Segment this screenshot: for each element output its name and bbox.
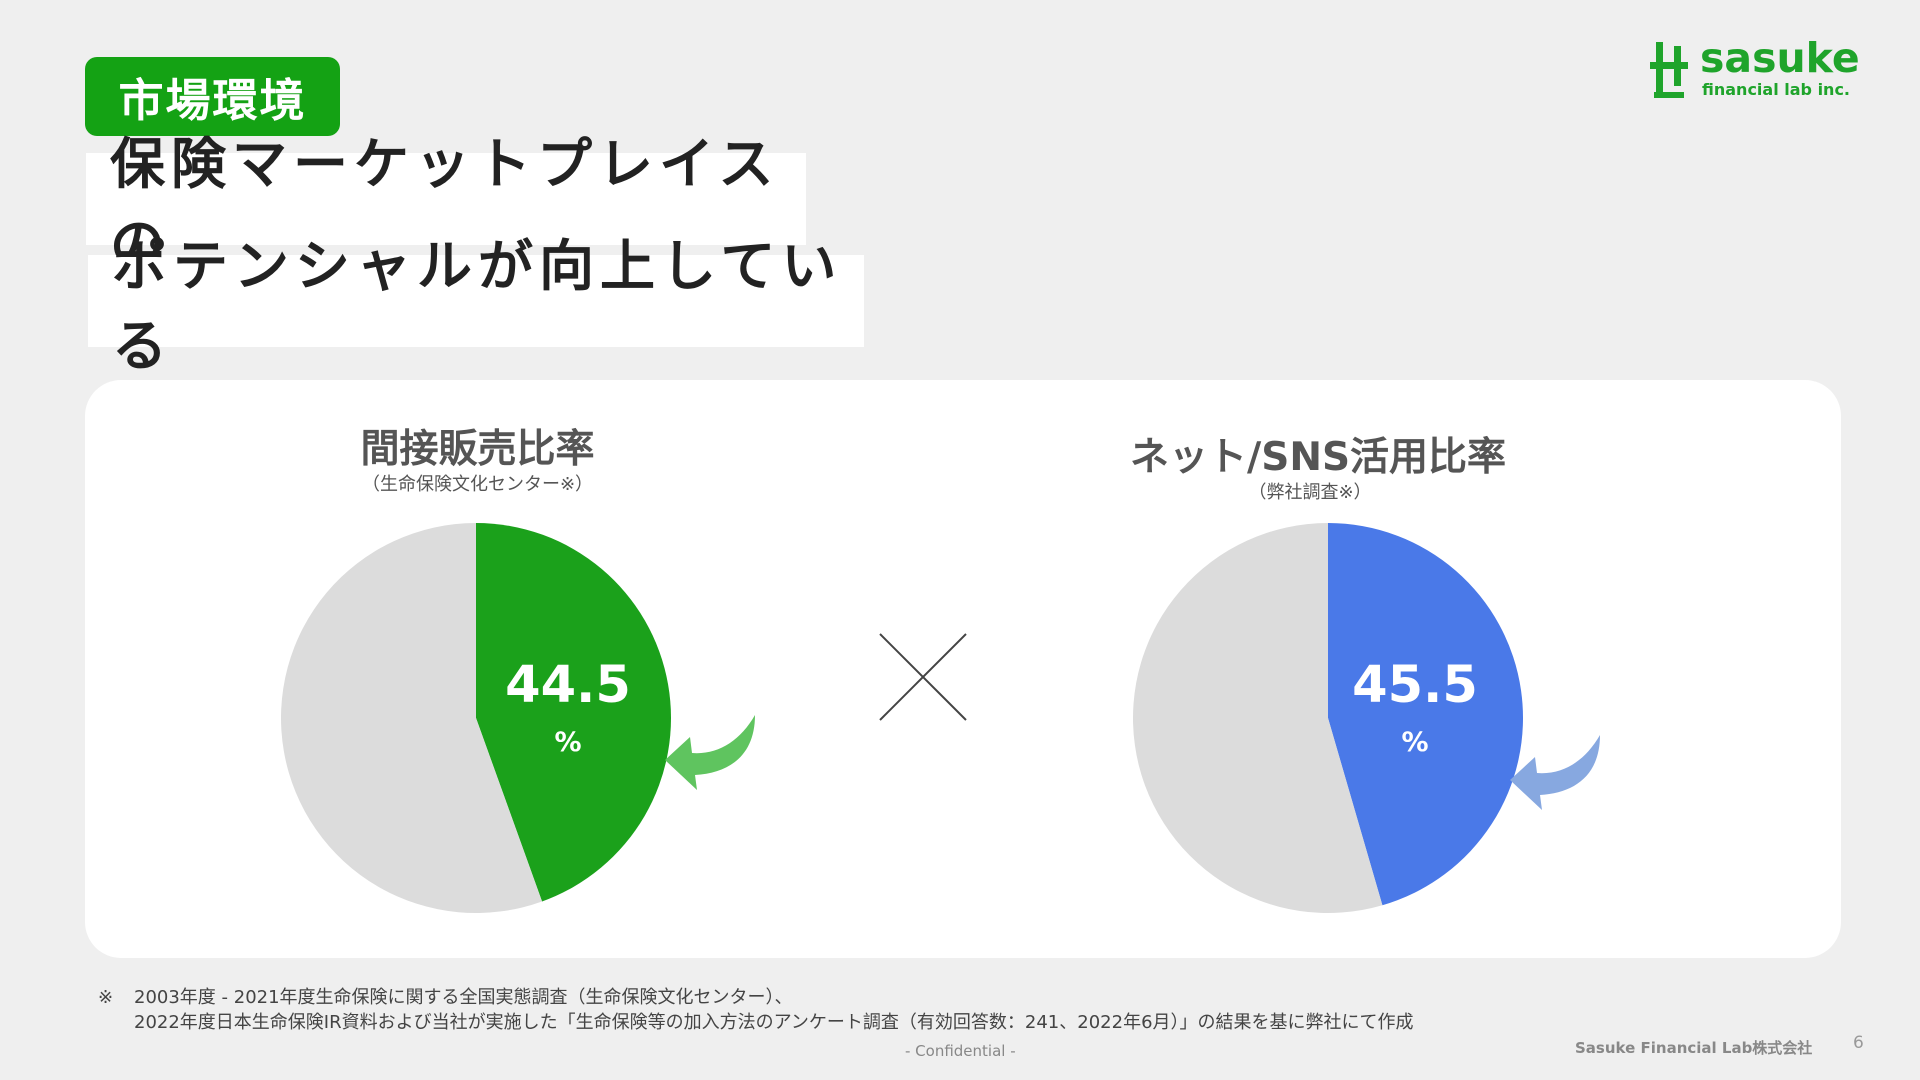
- footnote-mark: ※: [98, 987, 114, 1008]
- chart-2-value-label: 45.5 %: [1345, 660, 1485, 756]
- chart-2-value: 45.5: [1352, 656, 1478, 715]
- chart-1-unit: %: [554, 727, 582, 758]
- arrow-icon-1: [665, 715, 755, 790]
- pie-chart-2: [1133, 523, 1524, 913]
- chart-2-subtitle: （弊社調査※）: [1248, 482, 1372, 503]
- chart-2-title: ネット/SNS活用比率: [1130, 435, 1507, 480]
- chart-1-value-label: 44.5 %: [498, 660, 638, 756]
- page-number: 6: [1853, 1033, 1864, 1053]
- chart-1-title: 間接販売比率: [360, 427, 595, 472]
- confidential-label: - Confidential -: [905, 1042, 1016, 1060]
- chart-1-subtitle: （生命保険文化センター※）: [361, 474, 594, 495]
- headline-line-2: ポテンシャルが向上している: [88, 234, 864, 378]
- pie-1-slice-2: [281, 523, 543, 913]
- sasuke-logo: sasuke financial lab inc.: [1650, 34, 1860, 106]
- logo-subtitle: financial lab inc.: [1702, 80, 1850, 99]
- footnote-line-1: 2003年度 - 2021年度生命保険に関する全国実態調査（生命保険文化センター…: [134, 987, 793, 1008]
- pie-2-slice-1: [1328, 523, 1524, 906]
- times-icon: [879, 633, 967, 721]
- arrow-icon-2: [1510, 735, 1600, 810]
- logo-wordmark: sasuke: [1700, 34, 1860, 82]
- pie-1-slice-1: [476, 523, 671, 902]
- chart-1-value: 44.5: [505, 656, 631, 715]
- section-tag: 市場環境: [85, 57, 340, 136]
- footnote-line-2: 2022年度日本生命保険IR資料および当社が実施した「生命保険等の加入方法のアン…: [134, 1012, 1414, 1033]
- pie-2-slice-2: [1133, 523, 1383, 913]
- company-name: Sasuke Financial Lab株式会社: [1575, 1039, 1813, 1057]
- chart-2-unit: %: [1401, 727, 1429, 758]
- pie-chart-1: [281, 523, 671, 913]
- headline-line-2-text: ポテンシャルが向上している: [112, 234, 843, 378]
- footnote: ※ 2003年度 - 2021年度生命保険に関する全国実態調査（生命保険文化センタ…: [98, 985, 1414, 1035]
- logo-mark-icon: [1650, 42, 1688, 98]
